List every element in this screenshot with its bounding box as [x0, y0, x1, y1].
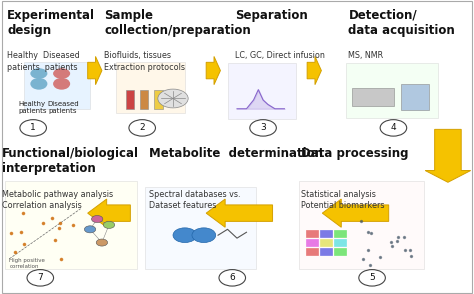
Point: [57, 256, 64, 261]
Text: Biofluids, tissues
Extraction protocols: Biofluids, tissues Extraction protocols: [104, 51, 185, 71]
Point: [365, 229, 372, 234]
Circle shape: [173, 228, 197, 243]
Bar: [320, 239, 333, 247]
Point: [51, 238, 59, 243]
Bar: [306, 230, 319, 238]
Point: [55, 226, 63, 230]
Point: [19, 211, 27, 215]
Point: [7, 231, 15, 235]
Polygon shape: [88, 199, 130, 227]
Bar: [140, 90, 148, 109]
Ellipse shape: [30, 78, 47, 90]
Circle shape: [192, 228, 216, 243]
Polygon shape: [307, 56, 321, 85]
Point: [69, 223, 76, 227]
Bar: [145, 187, 256, 269]
Point: [376, 254, 383, 259]
Point: [406, 247, 414, 252]
Text: 6: 6: [229, 273, 235, 282]
Point: [407, 253, 415, 258]
Point: [401, 248, 409, 253]
Point: [400, 235, 408, 240]
Bar: [334, 239, 347, 247]
Point: [357, 219, 365, 224]
Bar: [401, 84, 429, 110]
Bar: [334, 248, 347, 256]
Text: 2: 2: [139, 123, 145, 132]
Text: Metabolite  determination: Metabolite determination: [149, 147, 323, 160]
Bar: [334, 230, 347, 238]
Text: 1: 1: [30, 123, 36, 132]
Ellipse shape: [53, 78, 70, 90]
Text: Metabolic pathway analysis
Correlation analysis: Metabolic pathway analysis Correlation a…: [2, 190, 113, 210]
Bar: [299, 181, 424, 269]
Text: Separation: Separation: [235, 9, 307, 22]
Text: High positive
correlation: High positive correlation: [9, 258, 46, 268]
Text: Statistical analysis
Potential biomarkers: Statistical analysis Potential biomarker…: [301, 190, 384, 210]
Text: MS, NMR: MS, NMR: [348, 51, 383, 61]
Bar: [320, 230, 333, 238]
Bar: [228, 63, 296, 119]
Circle shape: [359, 270, 385, 286]
Circle shape: [129, 120, 155, 136]
Point: [48, 216, 55, 220]
Text: 3: 3: [260, 123, 266, 132]
Circle shape: [91, 216, 103, 223]
Text: Detection/
data acquisition: Detection/ data acquisition: [348, 9, 455, 37]
Bar: [24, 62, 90, 109]
Bar: [306, 248, 319, 256]
Point: [388, 240, 395, 245]
Circle shape: [30, 68, 47, 79]
Text: 5: 5: [369, 273, 375, 282]
Circle shape: [53, 68, 70, 79]
Bar: [154, 90, 163, 109]
Point: [39, 220, 46, 225]
Text: LC, GC, Direct infusion: LC, GC, Direct infusion: [235, 51, 325, 61]
Circle shape: [27, 270, 54, 286]
Point: [393, 238, 401, 243]
Bar: [306, 239, 319, 247]
Polygon shape: [206, 199, 273, 227]
Circle shape: [158, 89, 188, 108]
Text: Healthy
patients: Healthy patients: [18, 101, 46, 114]
Circle shape: [96, 239, 108, 246]
Polygon shape: [425, 129, 471, 182]
Circle shape: [103, 221, 115, 228]
Text: Diseased
patients: Diseased patients: [47, 101, 79, 114]
Text: Healthy  Diseased
patients  patients: Healthy Diseased patients patients: [7, 51, 80, 71]
Point: [395, 234, 402, 239]
Circle shape: [84, 226, 96, 233]
Point: [17, 229, 25, 234]
Circle shape: [219, 270, 246, 286]
Polygon shape: [88, 56, 102, 85]
Text: Spectral databases vs.
Dataset features: Spectral databases vs. Dataset features: [149, 190, 241, 210]
Text: 7: 7: [37, 273, 43, 282]
Point: [367, 230, 375, 235]
Bar: [116, 62, 185, 113]
Polygon shape: [206, 56, 220, 85]
Bar: [352, 88, 394, 106]
Point: [365, 248, 372, 253]
Polygon shape: [322, 199, 389, 227]
Circle shape: [380, 120, 407, 136]
Text: 4: 4: [391, 123, 396, 132]
Text: Data processing: Data processing: [301, 147, 409, 160]
Point: [20, 242, 28, 246]
Text: Sample
collection/preparation: Sample collection/preparation: [104, 9, 251, 37]
Point: [56, 221, 64, 225]
Point: [11, 249, 19, 254]
Bar: [346, 63, 438, 118]
Circle shape: [20, 120, 46, 136]
Bar: [126, 90, 134, 109]
Point: [388, 244, 395, 248]
Point: [359, 257, 367, 262]
Point: [366, 263, 374, 267]
Text: Experimental
design: Experimental design: [7, 9, 95, 37]
Circle shape: [250, 120, 276, 136]
Text: Functional/biological
interpretation: Functional/biological interpretation: [2, 147, 139, 175]
Bar: [320, 248, 333, 256]
Bar: [5, 181, 137, 269]
